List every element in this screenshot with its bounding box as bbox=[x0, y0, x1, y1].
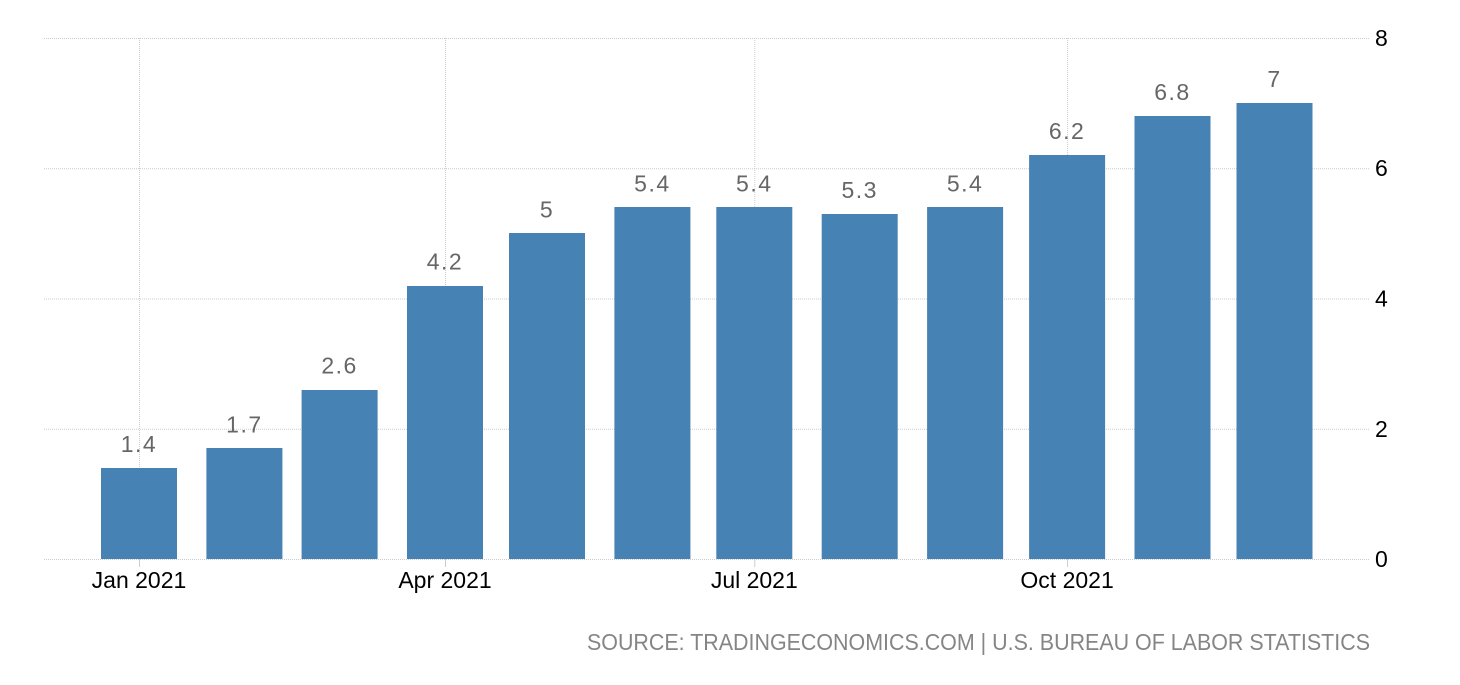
svg-text:6.2: 6.2 bbox=[1049, 118, 1085, 144]
svg-text:5.4: 5.4 bbox=[634, 170, 670, 196]
svg-text:Oct 2021: Oct 2021 bbox=[1020, 567, 1113, 593]
svg-text:7: 7 bbox=[1267, 66, 1281, 92]
svg-text:Jul 2021: Jul 2021 bbox=[711, 567, 798, 593]
svg-text:5: 5 bbox=[540, 196, 554, 222]
svg-text:5.4: 5.4 bbox=[947, 170, 983, 196]
svg-text:6: 6 bbox=[1375, 155, 1388, 181]
svg-text:4: 4 bbox=[1375, 286, 1388, 312]
svg-text:1.4: 1.4 bbox=[121, 431, 157, 457]
svg-text:0: 0 bbox=[1375, 546, 1388, 572]
svg-text:Apr 2021: Apr 2021 bbox=[398, 567, 491, 593]
svg-text:2: 2 bbox=[1375, 416, 1388, 442]
svg-text:6.8: 6.8 bbox=[1154, 79, 1190, 105]
svg-text:8: 8 bbox=[1375, 25, 1388, 51]
svg-text:5.3: 5.3 bbox=[841, 177, 877, 203]
svg-text:5.4: 5.4 bbox=[736, 170, 772, 196]
svg-text:4.2: 4.2 bbox=[427, 249, 463, 275]
svg-text:2.6: 2.6 bbox=[321, 353, 357, 379]
svg-text:Jan 2021: Jan 2021 bbox=[92, 567, 187, 593]
svg-text:1.7: 1.7 bbox=[226, 411, 262, 437]
svg-text:SOURCE: TRADINGECONOMICS.COM |: SOURCE: TRADINGECONOMICS.COM | U.S. BURE… bbox=[587, 629, 1370, 655]
